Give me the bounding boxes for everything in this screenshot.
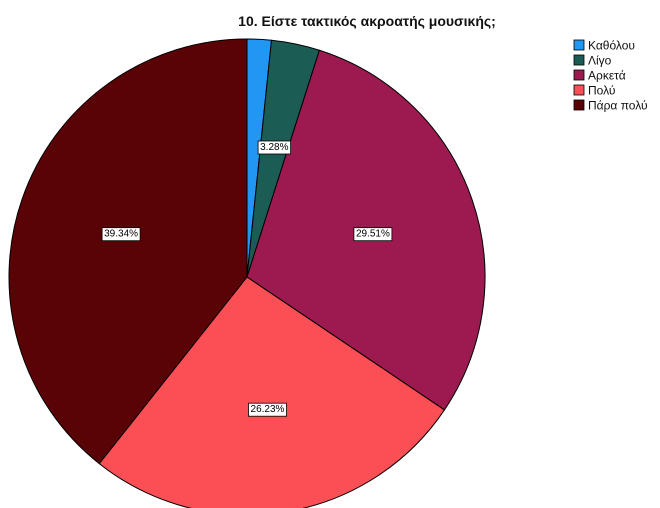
- slice-labels: 3.28% 29.51% 26.23% 39.34%: [101, 140, 393, 417]
- legend-swatch: [573, 99, 585, 111]
- slice-4: [98, 276, 446, 508]
- data-label-text: 3.28%: [260, 142, 288, 153]
- legend-label: Αρκετά: [588, 69, 626, 83]
- legend-swatch: [573, 84, 585, 96]
- data-label-text: 26.23%: [251, 404, 285, 415]
- legend-label: Πάρα πολύ: [588, 99, 648, 113]
- pie-slices: [8, 38, 486, 508]
- data-label-box: [248, 402, 287, 417]
- legend-swatch: [573, 54, 585, 66]
- chart-title: 10. Είστε τακτικός ακροατής μουσικής;: [238, 13, 496, 29]
- legend-label: Λίγο: [588, 54, 612, 68]
- legend-swatch: [573, 69, 585, 81]
- data-label-text: 39.34%: [104, 229, 138, 240]
- slice-5: [8, 38, 248, 465]
- legend-label: Πολύ: [588, 84, 615, 98]
- data-label-3: 29.51%: [353, 227, 393, 242]
- legend-item-5: Πάρα πολύ: [573, 99, 648, 113]
- data-label-2: 3.28%: [257, 140, 292, 155]
- legend-item-2: Λίγο: [573, 54, 612, 68]
- legend-label: Καθόλου: [588, 39, 635, 53]
- legend-swatch: [573, 39, 585, 51]
- legend-item-3: Αρκετά: [573, 69, 626, 83]
- legend-item-4: Πολύ: [573, 84, 615, 98]
- data-label-box: [257, 140, 292, 155]
- data-label-box: [101, 227, 141, 242]
- data-label-5: 39.34%: [101, 227, 141, 242]
- data-label-text: 29.51%: [356, 229, 390, 240]
- data-label-4: 26.23%: [248, 402, 287, 417]
- data-label-box: [353, 227, 393, 242]
- legend-item-1: Καθόλου: [573, 39, 635, 53]
